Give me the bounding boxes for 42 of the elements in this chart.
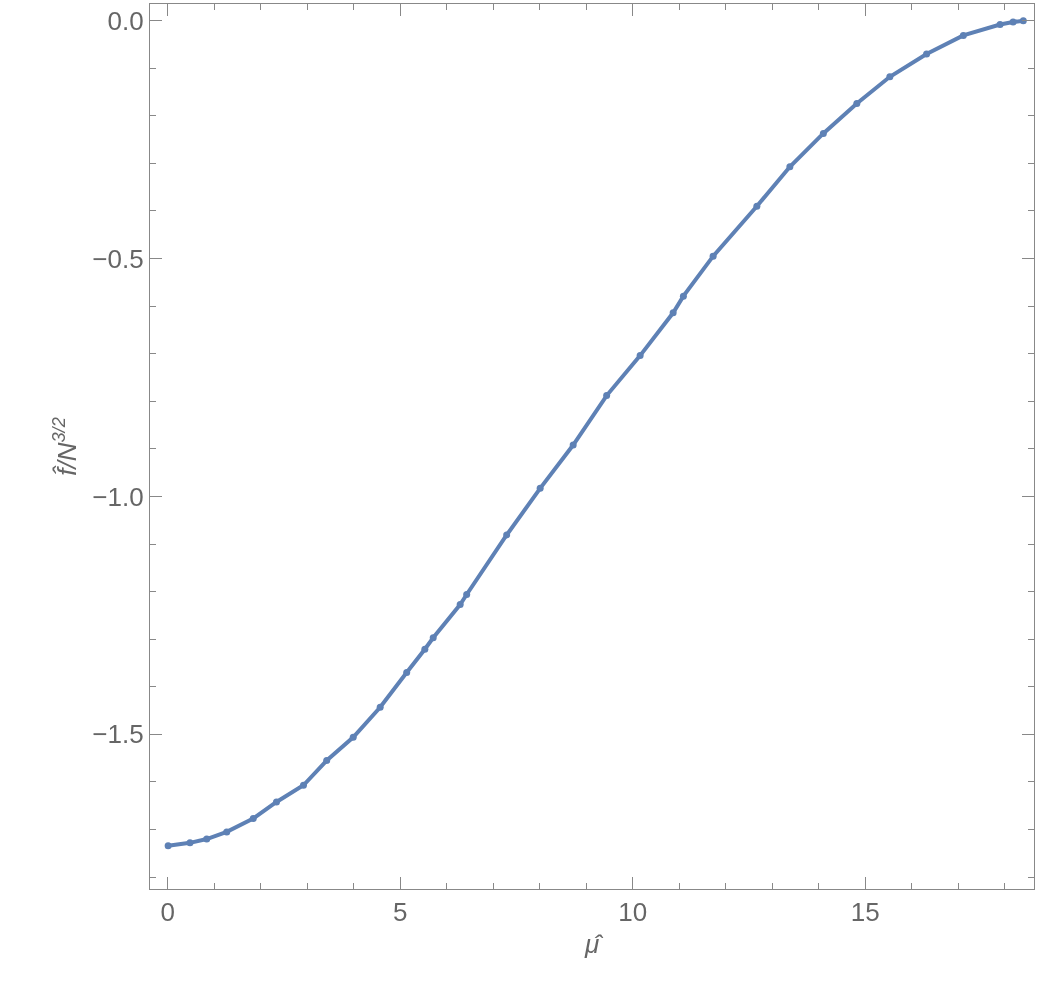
y-tick-label: −1.0 <box>92 481 144 512</box>
point <box>421 645 429 653</box>
point <box>959 31 967 39</box>
point <box>503 531 511 539</box>
point <box>569 441 577 449</box>
point <box>709 252 717 260</box>
point <box>786 163 794 171</box>
y-tick-label: 0.0 <box>107 5 144 36</box>
point <box>456 600 464 608</box>
point <box>203 835 211 843</box>
point <box>853 99 861 107</box>
y-tick-label: −1.5 <box>92 719 144 750</box>
point <box>463 590 471 598</box>
point <box>636 352 644 360</box>
point <box>186 839 194 847</box>
point <box>536 484 544 492</box>
point <box>886 73 894 81</box>
point <box>249 815 257 823</box>
x-tick-label: 10 <box>618 897 648 928</box>
point <box>1009 18 1017 26</box>
point <box>299 781 307 789</box>
point <box>923 50 931 58</box>
point <box>1019 17 1027 25</box>
point <box>429 634 437 642</box>
point <box>753 202 761 210</box>
point <box>376 703 384 711</box>
x-axis-title: μ̂ <box>583 929 605 959</box>
y-tick-label: −0.5 <box>92 243 144 274</box>
x-tick-label: 15 <box>850 897 880 928</box>
point <box>819 129 827 137</box>
point <box>223 828 231 836</box>
x-tick-label: 0 <box>160 897 175 928</box>
point <box>164 842 172 850</box>
point <box>603 392 611 400</box>
point <box>403 669 411 677</box>
point <box>669 309 677 317</box>
point <box>349 733 357 741</box>
point <box>996 20 1004 28</box>
point <box>272 798 280 806</box>
x-tick-label: 5 <box>392 897 408 928</box>
point <box>323 757 331 765</box>
point <box>679 292 687 300</box>
